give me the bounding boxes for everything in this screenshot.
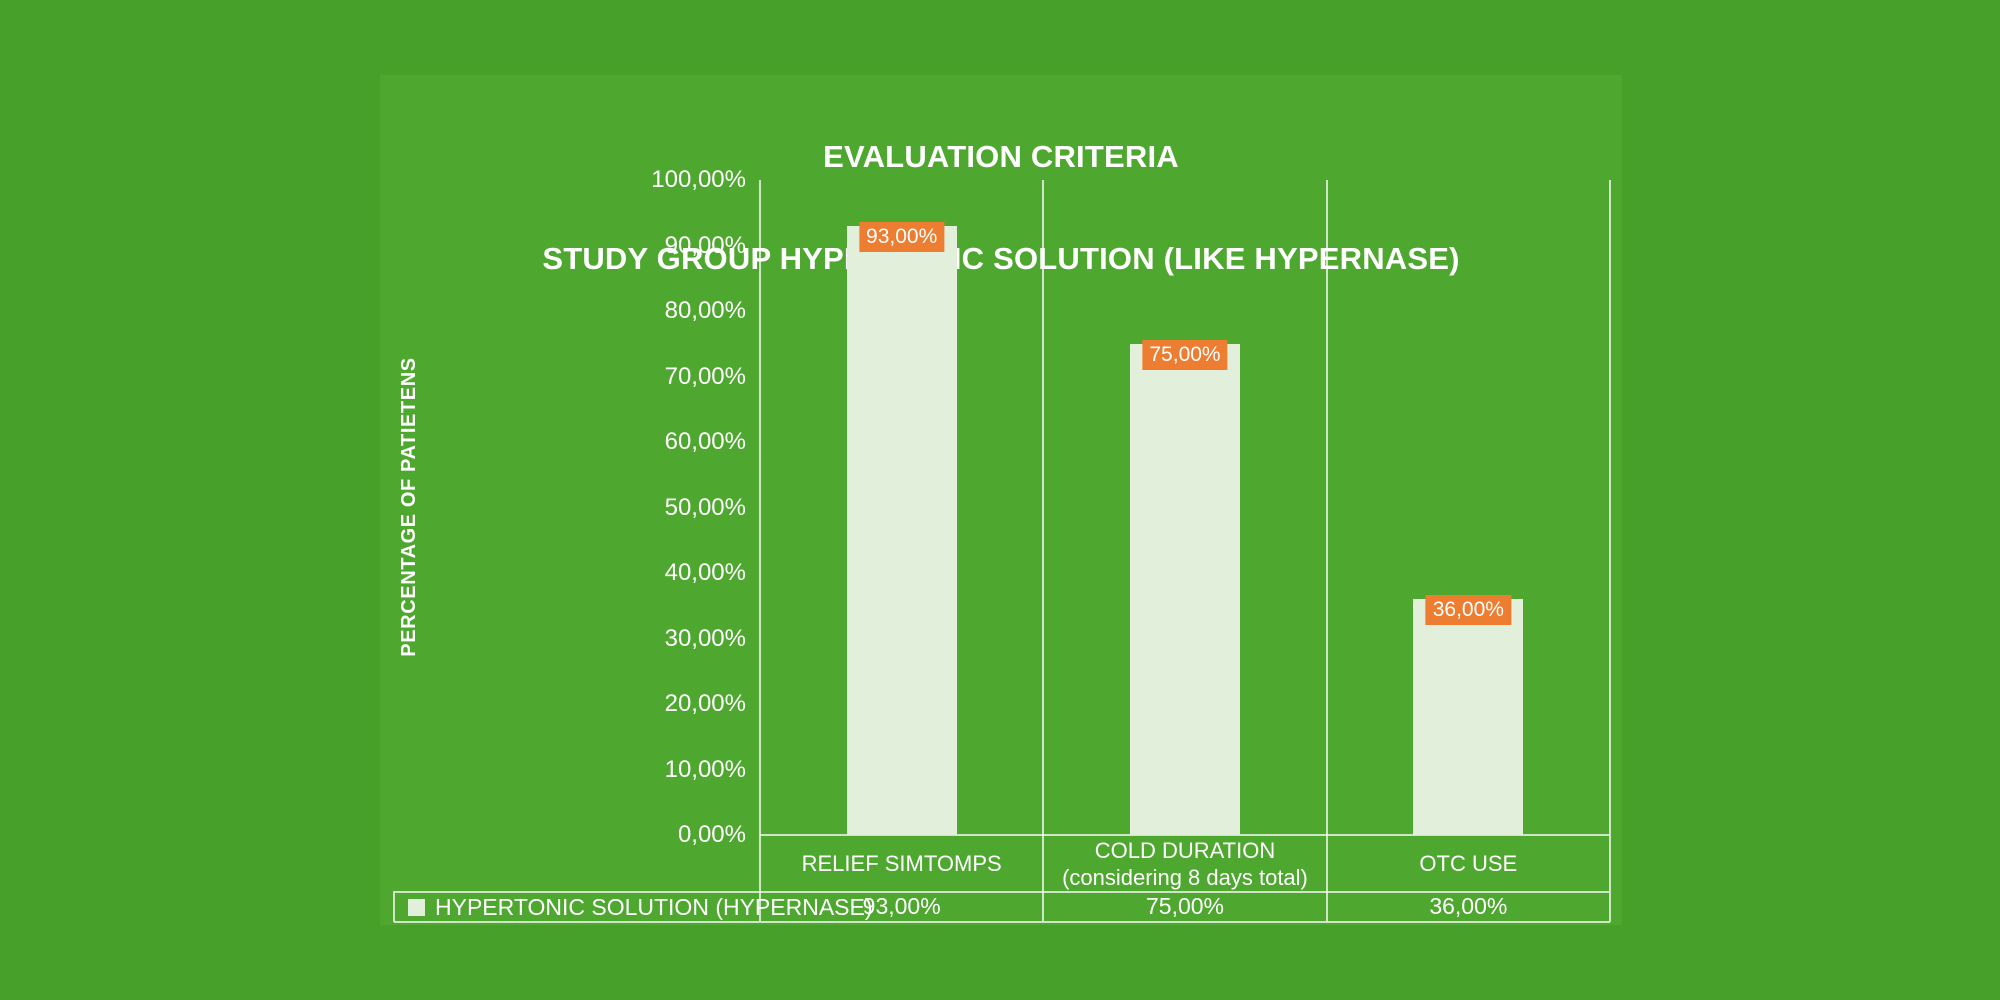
chart-title-line1: EVALUATION CRITERIA (823, 139, 1179, 174)
y-tick-label: 80,00% (664, 297, 746, 324)
category-label: RELIEF SIMTOMPS (762, 836, 1041, 891)
legend-row-left-border (393, 891, 395, 922)
legend-value-cell: 75,00% (1145, 892, 1224, 919)
legend-value-cell: 93,00% (862, 892, 941, 919)
gridline-vertical (1042, 180, 1045, 922)
legend-row-bottom-border (394, 921, 1610, 923)
bar (1130, 343, 1240, 835)
y-tick-label: 10,00% (664, 755, 746, 783)
gridline-vertical (1609, 180, 1611, 922)
y-tick-label: 30,00% (664, 624, 746, 652)
y-tick-label: 60,00% (664, 428, 746, 455)
y-tick-label: 40,00% (664, 559, 746, 586)
y-tick-label: 100,00% (651, 166, 746, 193)
bar-value-label: 36,00% (1425, 595, 1511, 626)
bar-value-label: 75,00% (1142, 339, 1228, 370)
category-label-line: (considering 8 days total) (1062, 864, 1308, 890)
legend-row-top-border (394, 891, 1610, 893)
y-tick-label: 20,00% (664, 690, 746, 717)
category-label: OTC USE (1329, 836, 1608, 891)
y-tick-label: 90,00% (664, 231, 746, 259)
legend-series-swatch-icon (408, 898, 425, 916)
category-label-line: RELIEF SIMTOMPS (801, 851, 1002, 876)
legend-name-cell: HYPERTONIC SOLUTION (HYPERNASE) (394, 892, 873, 922)
y-axis-title: PERCENTAGE OF PATIETENS (398, 357, 420, 657)
bar (846, 225, 957, 835)
x-axis-line (760, 834, 1610, 836)
category-label: COLD DURATION (considering 8 days total) (1045, 836, 1324, 891)
y-tick-label: 0,00% (677, 821, 746, 848)
legend-series-name: HYPERTONIC SOLUTION (HYPERNASE) (435, 893, 873, 920)
legend-value-cell: 36,00% (1429, 892, 1508, 919)
bar-value-label: 93,00% (859, 221, 945, 252)
y-tick-label: 50,00% (664, 493, 746, 521)
gridline-vertical (1325, 180, 1328, 922)
category-label-line: OTC USE (1419, 851, 1518, 876)
bar (1413, 599, 1524, 835)
category-label-line: COLD DURATION (1094, 837, 1276, 863)
y-axis-line (759, 180, 761, 922)
y-tick-label: 70,00% (664, 362, 746, 390)
